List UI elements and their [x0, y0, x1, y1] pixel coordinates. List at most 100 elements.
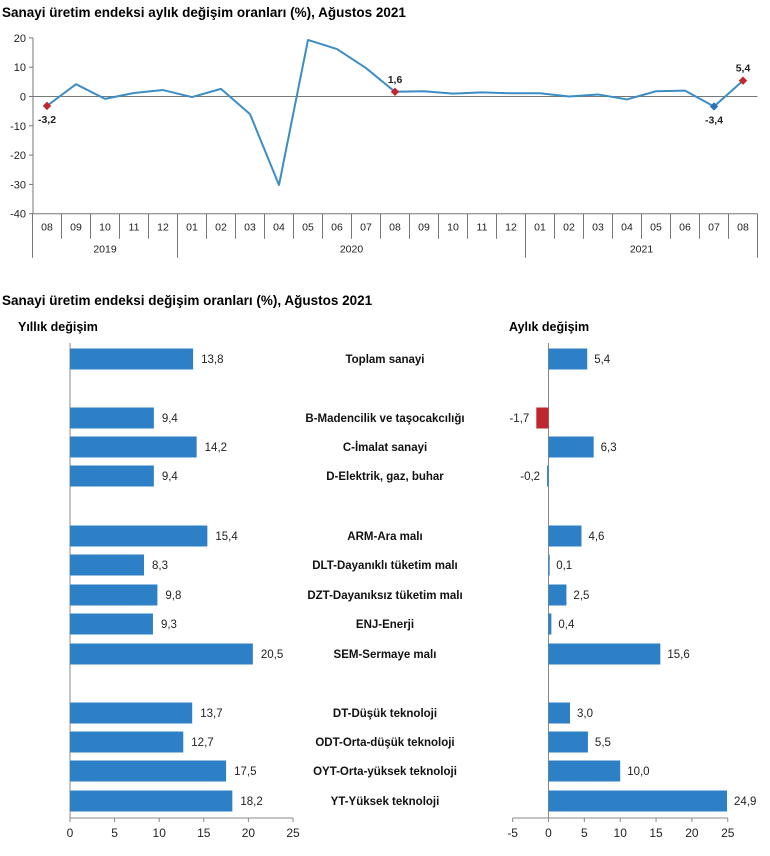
category-label: SEM-Sermaye malı: [334, 649, 437, 661]
x-month-label: 03: [592, 222, 604, 234]
monthly-bar-label: 24,9: [734, 796, 756, 808]
data-point-label: 5,4: [736, 63, 751, 75]
x-year-label: 2021: [630, 244, 654, 256]
annual-bar-label: 14,2: [205, 442, 227, 454]
monthly-bar: [548, 525, 582, 547]
monthly-bar: [548, 731, 588, 753]
category-label: C-İmalat sanayi: [343, 441, 427, 454]
x-month-label: 06: [331, 222, 343, 234]
x-month-label: 10: [99, 222, 111, 234]
data-point-label: -3,2: [38, 114, 56, 126]
x-month-label: 12: [157, 222, 169, 234]
annual-bar-label: 9,4: [162, 471, 179, 483]
x-month-label: 01: [534, 222, 546, 234]
monthly-bar: [548, 790, 728, 812]
monthly-bar-label: 10,0: [627, 766, 649, 778]
annual-bar-label: 18,2: [240, 796, 262, 808]
monthly-bar: [548, 348, 588, 370]
x-month-label: 12: [505, 222, 517, 234]
annual-x-tick-label: 15: [197, 826, 211, 840]
x-month-label: 02: [215, 222, 227, 234]
x-month-label: 03: [244, 222, 256, 234]
annual-bar: [70, 525, 208, 547]
y-tick-label: -20: [10, 150, 26, 162]
x-month-label: 09: [70, 222, 82, 234]
line-chart: 20 10 0 -10 -20 -30 -40 08 09 10 11 12 01 02 03 04 05 06 0…: [10, 33, 758, 258]
data-point-label: -3,4: [705, 114, 723, 126]
x-month-label: 06: [679, 222, 691, 234]
data-point-marker: [390, 87, 400, 97]
annual-x-tick-label: 0: [67, 826, 74, 840]
monthly-bar-label: 3,0: [577, 708, 593, 720]
annual-bar: [70, 554, 145, 576]
monthly-bar: [548, 613, 552, 635]
annual-bar-label: 12,7: [191, 737, 213, 749]
y-tick-label: 20: [14, 33, 26, 45]
data-point-marker: [738, 76, 748, 85]
annual-bar: [70, 436, 197, 458]
annual-bar: [70, 702, 193, 724]
y-tick-label: -40: [10, 209, 26, 221]
annual-x-tick-label: 10: [153, 826, 167, 840]
monthly-x-tick-label: 0: [545, 826, 552, 840]
x-year-label: 2020: [340, 244, 364, 256]
monthly-x-tick-label: 20: [685, 826, 699, 840]
annual-bar-label: 15,4: [215, 531, 238, 543]
monthly-x-tick-label: 25: [721, 826, 735, 840]
category-label: YT-Yüksek teknoloji: [331, 796, 440, 808]
monthly-panel-title: Aylık değişim: [509, 320, 589, 334]
x-month-label: 07: [360, 222, 372, 234]
monthly-bar-label: 6,3: [601, 442, 617, 454]
monthly-bar-label: 5,4: [594, 354, 611, 366]
monthly-bar: [547, 465, 549, 487]
x-month-label: 08: [389, 222, 401, 234]
category-label: DZT-Dayanıksız tüketim malı: [307, 590, 462, 602]
x-month-label: 09: [418, 222, 430, 234]
x-month-label: 02: [563, 222, 575, 234]
monthly-bar: [548, 643, 661, 665]
x-month-label: 04: [621, 222, 633, 234]
monthly-bar: [548, 702, 571, 724]
monthly-bar: [548, 436, 594, 458]
line-chart-title: Sanayi üretim endeksi aylık değişim oran…: [2, 5, 406, 20]
category-label: DT-Düşük teknoloji: [333, 708, 437, 720]
monthly-bar: [548, 584, 567, 606]
annual-bar-label: 17,5: [234, 766, 256, 778]
category-label: D-Elektrik, gaz, buhar: [326, 471, 444, 483]
y-tick-label: -10: [10, 121, 26, 133]
monthly-x-tick-label: 5: [581, 826, 588, 840]
x-year-label: 2019: [93, 244, 117, 256]
y-tick-label: 0: [20, 92, 26, 104]
x-month-label: 07: [708, 222, 720, 234]
category-label: ENJ-Enerji: [356, 619, 414, 631]
monthly-bar-label: 0,4: [558, 619, 575, 631]
x-month-label: 05: [650, 222, 662, 234]
x-month-label: 01: [186, 222, 198, 234]
x-month-label: 08: [737, 222, 749, 234]
annual-bar-label: 20,5: [261, 649, 283, 661]
annual-panel-title: Yıllık değişim: [18, 320, 98, 334]
monthly-bar-label: 5,5: [595, 737, 611, 749]
monthly-bar: [536, 407, 549, 429]
monthly-x-tick-label: -5: [507, 826, 518, 840]
annual-bar: [70, 731, 184, 753]
data-point-marker: [709, 102, 719, 111]
annual-bar: [70, 613, 153, 635]
monthly-bar-label: 4,6: [588, 531, 604, 543]
annual-bar-label: 9,3: [161, 619, 177, 631]
annual-bar: [70, 465, 154, 487]
annual-bar: [70, 584, 158, 606]
monthly-x-tick-label: 10: [614, 826, 628, 840]
monthly-bar: [548, 760, 621, 782]
category-label: Toplam sanayi: [345, 354, 424, 366]
annual-bar: [70, 643, 253, 665]
category-label: ARM-Ara malı: [347, 531, 422, 543]
x-month-label: 11: [477, 222, 488, 234]
monthly-bar-label: -0,2: [520, 471, 540, 483]
bar-chart-title: Sanayi üretim endeksi değişim oranları (…: [2, 293, 373, 308]
annual-x-tick-label: 25: [286, 826, 300, 840]
monthly-bar-label: -1,7: [509, 413, 529, 425]
category-label: OYT-Orta-yüksek teknoloji: [313, 766, 457, 778]
x-month-label: 11: [129, 222, 140, 234]
